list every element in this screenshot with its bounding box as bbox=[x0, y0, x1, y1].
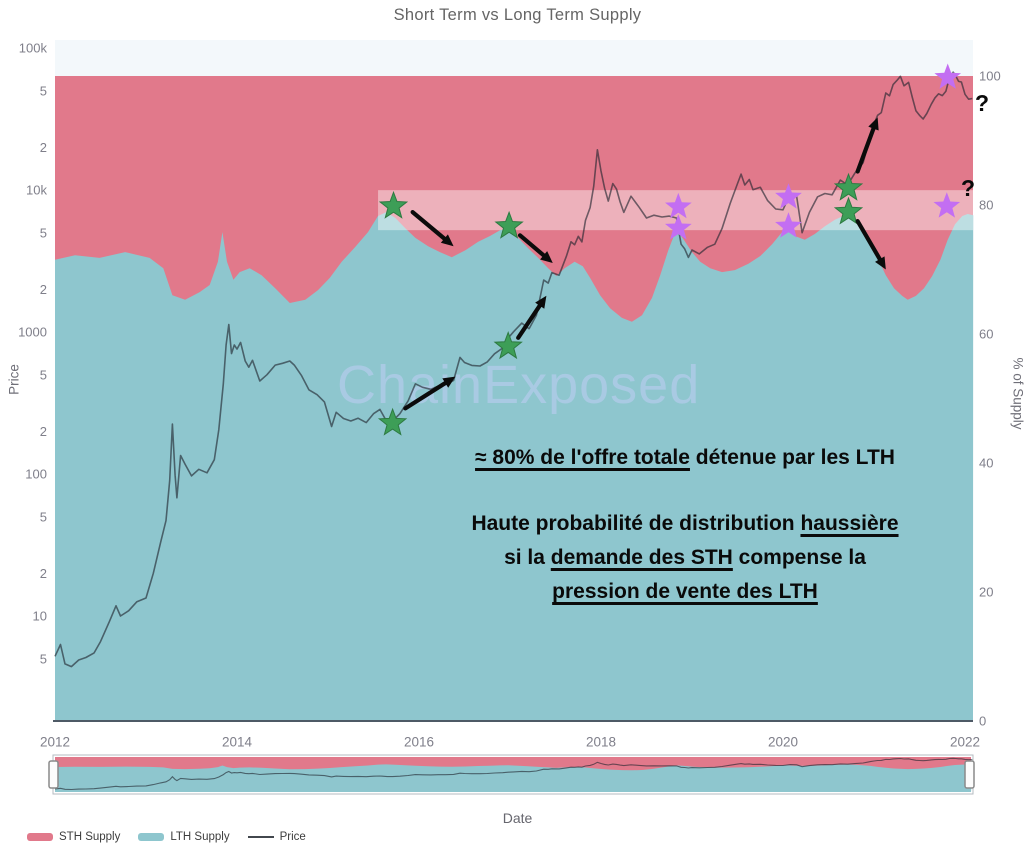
purple-star-icon bbox=[934, 63, 961, 89]
y-axis-tick-price: 2 bbox=[40, 282, 47, 297]
sth-swatch-icon bbox=[27, 833, 53, 841]
x-axis-tick: 2018 bbox=[586, 735, 616, 750]
y-axis-tick-price: 10k bbox=[26, 183, 47, 198]
y-axis-tick-price: 1000 bbox=[18, 325, 47, 340]
x-axis-title: Date bbox=[502, 810, 533, 826]
question-mark-price: ? bbox=[975, 90, 990, 116]
arrow-head-icon bbox=[440, 234, 454, 247]
arrow-shaft bbox=[855, 219, 882, 262]
y-axis-tick-price: 2 bbox=[40, 140, 47, 155]
y-axis-title-price: Price bbox=[6, 364, 22, 395]
x-axis-tick: 2022 bbox=[950, 735, 980, 750]
annotation-line: pression de vente des LTH bbox=[425, 575, 945, 609]
y-axis-tick-price: 5 bbox=[40, 367, 47, 382]
green-star-icon bbox=[377, 407, 408, 436]
arrow-shaft bbox=[410, 209, 447, 241]
annotation-segment: demande des STH bbox=[550, 546, 733, 569]
y-axis-tick-price: 2 bbox=[40, 566, 47, 581]
arrow-head-icon bbox=[540, 251, 553, 264]
legend-item-sth[interactable]: STH Supply bbox=[27, 831, 120, 843]
x-axis-tick: 2014 bbox=[222, 735, 253, 750]
arrow-shaft bbox=[517, 233, 546, 258]
y-axis-tick-price: 5 bbox=[40, 509, 47, 524]
arrow-head-icon bbox=[535, 295, 547, 309]
y-axis-tick-price: 5 bbox=[40, 83, 47, 98]
legend-label-price: Price bbox=[279, 831, 306, 843]
annotation-segment: haussière bbox=[800, 512, 899, 535]
x-axis-tick: 2012 bbox=[40, 735, 70, 750]
legend-item-price[interactable]: Price bbox=[247, 831, 306, 843]
annotation-segment: ≈ 80% de l'offre totale bbox=[475, 446, 690, 469]
legend-label-sth: STH Supply bbox=[59, 831, 121, 843]
slider-handle-left[interactable] bbox=[48, 760, 59, 789]
green-star-icon bbox=[833, 172, 864, 201]
annotation-segment: pression de vente des LTH bbox=[552, 580, 818, 603]
y-axis-tick-price: 2 bbox=[40, 424, 47, 439]
legend-item-lth[interactable]: LTH Supply bbox=[138, 831, 230, 843]
y-axis-tick-price: 100 bbox=[25, 467, 47, 482]
purple-star-icon bbox=[665, 192, 692, 219]
lth-swatch-icon bbox=[138, 833, 165, 841]
y-axis-tick-supply: 80 bbox=[979, 198, 993, 213]
annotation-line: Haute probabilité de distribution haussi… bbox=[425, 507, 945, 541]
y-axis-tick-supply: 60 bbox=[979, 327, 993, 342]
y-axis-tick-supply: 0 bbox=[979, 714, 986, 729]
annotation-line: si la demande des STH compense la bbox=[425, 541, 945, 575]
supply-areas bbox=[55, 76, 974, 721]
y-axis-tick-supply: 20 bbox=[979, 585, 993, 600]
lth-supply-area bbox=[55, 212, 974, 721]
x-axis-tick: 2016 bbox=[404, 735, 434, 750]
legend-label-lth: LTH Supply bbox=[170, 831, 230, 843]
range-slider[interactable] bbox=[48, 754, 975, 795]
slider-lth-area bbox=[55, 764, 974, 792]
annotation-segment: détenue par les LTH bbox=[689, 446, 895, 469]
arrow-head-icon bbox=[442, 376, 456, 388]
arrow-shaft bbox=[855, 126, 876, 174]
y-axis-title-supply: % of Supply bbox=[1010, 357, 1026, 430]
star-markers bbox=[377, 63, 961, 436]
annotation-segment: compense la bbox=[732, 546, 866, 569]
y-axis-tick-price: 100k bbox=[19, 41, 48, 56]
y-axis-tick-supply: 40 bbox=[979, 456, 993, 471]
y-axis-tick-price: 5 bbox=[40, 651, 47, 666]
y-axis-tick-price: 5 bbox=[40, 225, 47, 240]
legend: STH Supply LTH Supply Price bbox=[27, 831, 306, 843]
green-star-icon bbox=[494, 210, 524, 239]
purple-star-icon bbox=[665, 214, 692, 240]
purple-star-icon bbox=[933, 192, 961, 218]
chart-title: Short Term vs Long Term Supply bbox=[393, 6, 642, 24]
y-axis-tick-price: 10 bbox=[33, 609, 47, 624]
watermark: ChainExposed bbox=[337, 355, 700, 415]
purple-star-icon bbox=[775, 183, 802, 209]
price-line-icon bbox=[247, 836, 274, 838]
annotation-segment: Haute probabilité de distribution bbox=[471, 512, 801, 535]
annotation-distribution: Haute probabilité de distribution haussi… bbox=[425, 507, 945, 609]
annotation-segment: si la bbox=[504, 546, 551, 569]
arrow-shaft bbox=[516, 303, 542, 340]
y-axis-tick-supply: 100 bbox=[979, 69, 1001, 84]
arrow-shaft bbox=[403, 380, 448, 411]
trend-arrows bbox=[403, 117, 886, 411]
arrow-head-icon bbox=[875, 256, 886, 270]
green-star-icon bbox=[493, 331, 523, 360]
x-axis-tick: 2020 bbox=[768, 735, 798, 750]
arrow-head-icon bbox=[868, 117, 879, 131]
axes: 2012 2014 2016 2018 2020 2022100k5210k5210005… bbox=[18, 41, 1001, 750]
annotation-80pct: ≈ 80% de l'offre totale détenue par les … bbox=[425, 444, 945, 472]
slider-handle-right[interactable] bbox=[964, 760, 975, 789]
slider-price-path bbox=[54, 757, 973, 791]
green-star-icon bbox=[833, 196, 864, 225]
green-star-icon bbox=[378, 190, 409, 219]
purple-star-icon bbox=[775, 212, 802, 238]
question-mark-supply: ? bbox=[961, 175, 976, 201]
